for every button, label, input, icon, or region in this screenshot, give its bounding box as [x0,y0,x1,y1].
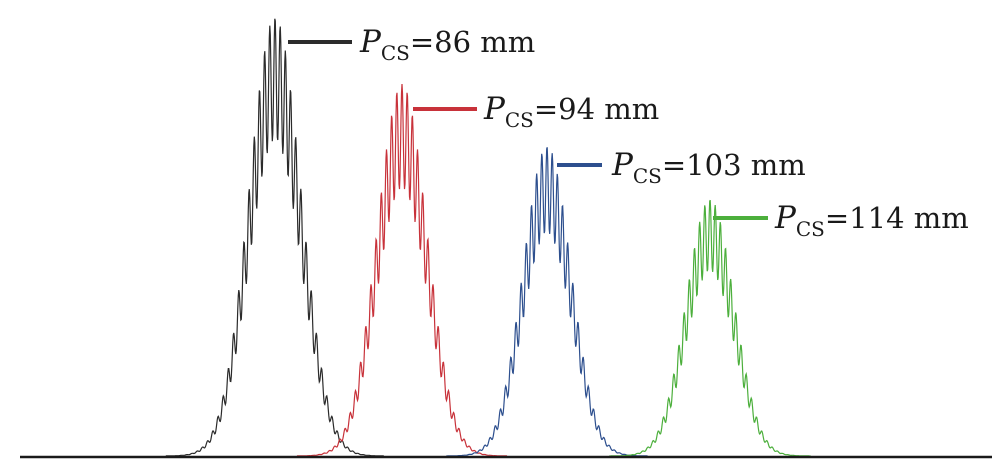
legend-label-2: PCS=94 mm [483,91,659,132]
legend-symbol: P [483,91,506,127]
legend-symbol: P [774,200,797,236]
legend-subscript: CS [381,41,410,65]
legend-subscript: CS [796,217,825,241]
legend-symbol: P [611,147,634,183]
legend-label-1: PCS=86 mm [359,24,535,65]
legend-label-3: PCS=103 mm [611,147,806,188]
series-curve-1 [165,18,384,457]
legend-entry-3: PCS=103 mm [557,147,806,188]
legend-value: =86 mm [410,25,535,59]
legend-entry-4: PCS=114 mm [713,200,969,241]
legend-value: =94 mm [534,92,659,126]
legend-subscript: CS [505,108,534,132]
series-curve-4 [609,199,811,457]
series-curve-3 [446,147,648,457]
legend-value: =114 mm [825,201,969,235]
legend-label-4: PCS=114 mm [774,200,969,241]
legend-entry-2: PCS=94 mm [413,91,659,132]
series-curve-2 [296,83,508,457]
series-curves [165,18,811,457]
legend-entry-1: PCS=86 mm [288,24,535,65]
legend-symbol: P [359,24,382,60]
legend-subscript: CS [633,164,662,188]
legend-value: =103 mm [662,148,806,182]
